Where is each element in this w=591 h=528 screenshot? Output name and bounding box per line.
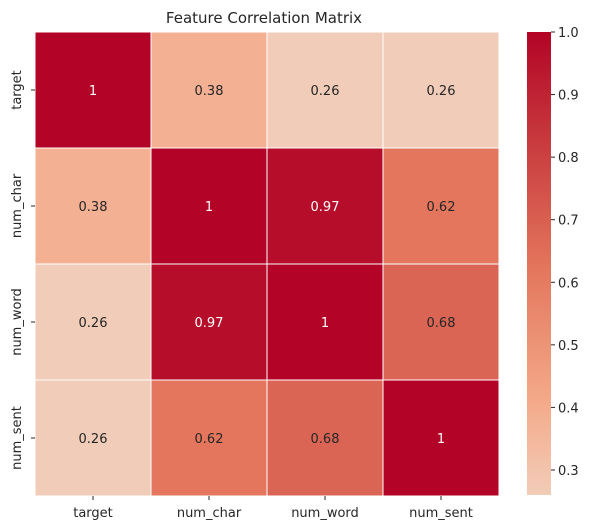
y-axis: target num_char num_word num_sent [10,70,35,470]
cell-value-label: 0.38 [79,200,108,215]
colorbar-tick-label: 0.7 [558,214,579,229]
cell-value-label: 1 [89,84,97,99]
y-tick-label: target [10,70,25,110]
cell-value-label: 0.26 [311,84,340,99]
cell-value-label: 0.38 [195,84,224,99]
x-axis: target num_char num_word num_sent [73,496,473,521]
heatmap-cell [266,31,384,149]
colorbar-tick-label: 1.0 [558,26,579,41]
y-tick-label: num_char [10,173,25,238]
heatmap-cell [150,147,268,265]
colorbar-tick-label: 0.8 [558,151,579,166]
cell-value-label: 0.26 [79,432,108,447]
heatmap-cell [382,263,500,381]
heatmap-cell [150,263,268,381]
cell-value-label: 0.68 [427,316,456,331]
colorbar-tick-label: 0.4 [558,401,579,416]
colorbar-tick-label: 0.3 [558,464,579,479]
cell-value-label: 1 [321,316,329,331]
colorbar-tick-label: 0.5 [558,339,579,354]
colorbar: 0.3 0.4 0.5 0.6 0.7 0.8 0.9 1.0 [527,26,579,495]
x-tick-label: num_char [177,506,242,521]
cell-value-label: 0.26 [79,316,108,331]
x-tick-label: num_word [291,506,359,521]
heatmap-cells: 1 0.38 0.26 0.26 0.38 1 0.97 0.62 0.26 0.97 1 0.68 0… [34,31,500,497]
colorbar-gradient [527,32,551,495]
heatmap-cell [382,379,500,497]
x-tick-label: target [73,506,113,521]
colorbar-tick-label: 0.6 [558,276,579,291]
colorbar-tick-label: 0.9 [558,89,579,104]
heatmap-cell [34,147,152,265]
cell-value-label: 0.62 [427,200,456,215]
cell-value-label: 0.97 [311,200,340,215]
y-tick-label: num_word [10,288,25,356]
heatmap-cell [150,379,268,497]
heatmap-cell [266,379,384,497]
x-tick-label: num_sent [409,506,473,521]
heatmap-cell [382,31,500,149]
heatmap-cell [34,31,152,149]
y-tick-label: num_sent [10,406,25,470]
heatmap-cell [150,31,268,149]
chart-title: Feature Correlation Matrix [166,9,362,27]
cell-value-label: 1 [437,432,445,447]
cell-value-label: 0.68 [311,432,340,447]
cell-value-label: 0.62 [195,432,224,447]
heatmap-cell [34,379,152,497]
cell-value-label: 0.97 [195,316,224,331]
cell-value-label: 0.26 [427,84,456,99]
heatmap-cell [382,147,500,265]
cell-value-label: 1 [205,200,213,215]
